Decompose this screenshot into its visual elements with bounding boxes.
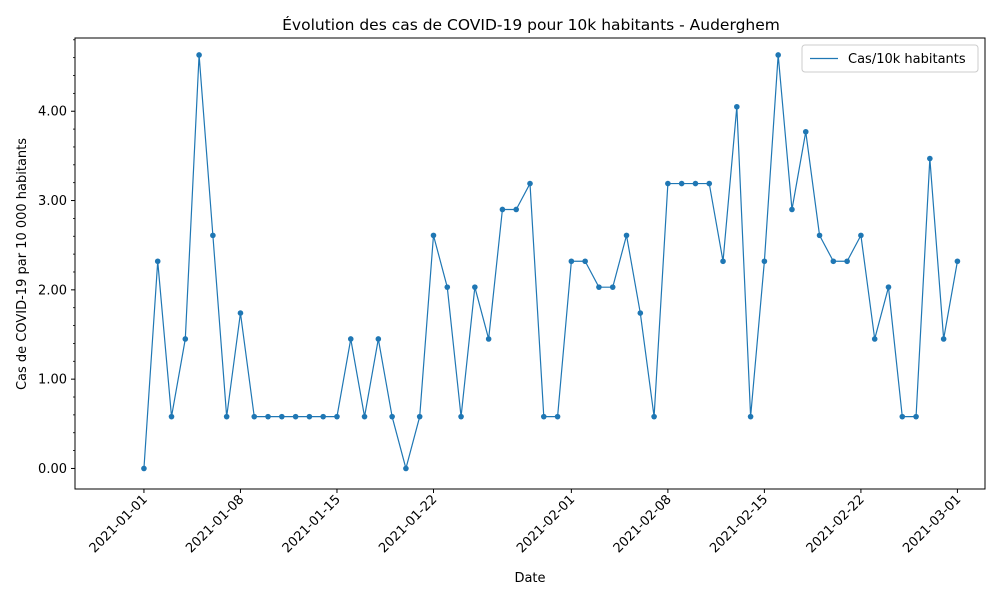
- data-point: [472, 284, 478, 290]
- data-point: [678, 180, 685, 187]
- data-point: [582, 258, 588, 265]
- data-point: [499, 206, 506, 213]
- y-tick-label: 2.00: [38, 283, 67, 298]
- data-point: [265, 413, 271, 420]
- plot-area: [74, 37, 986, 490]
- data-point: [251, 413, 258, 420]
- y-tick-label: 4.00: [38, 105, 67, 120]
- data-point: [223, 413, 230, 420]
- legend-box: [801, 44, 979, 73]
- data-point: [816, 232, 823, 239]
- data-point: [361, 413, 368, 420]
- data-point: [596, 284, 602, 290]
- data-point: [734, 103, 740, 110]
- data-point: [513, 206, 520, 213]
- x-axis-label: Date: [514, 571, 545, 586]
- data-point: [375, 336, 382, 342]
- data-point: [485, 336, 492, 342]
- data-point: [899, 413, 906, 420]
- plot-frame: [74, 37, 986, 490]
- data-point: [568, 258, 575, 265]
- data-point: [692, 180, 699, 187]
- data-point: [720, 258, 726, 265]
- data-point: [761, 258, 768, 265]
- legend-label: Cas/10k habitants: [848, 52, 966, 67]
- data-point: [416, 413, 423, 420]
- data-point: [885, 284, 892, 290]
- data-point: [210, 232, 216, 239]
- data-point: [168, 413, 175, 420]
- data-point: [154, 258, 161, 265]
- data-point: [444, 284, 451, 290]
- data-point: [747, 413, 754, 420]
- data-point: [389, 413, 395, 420]
- y-tick-label: 0.00: [38, 462, 67, 477]
- data-point: [347, 336, 354, 342]
- data-point: [141, 465, 147, 472]
- data-point: [306, 413, 313, 420]
- data-point: [403, 465, 409, 472]
- data-point: [844, 258, 850, 265]
- data-point: [927, 155, 933, 162]
- data-point: [913, 413, 919, 420]
- data-point: [527, 180, 533, 187]
- data-point: [540, 413, 547, 420]
- y-axis-label: Cas de COVID-19 par 10 000 habitants: [15, 138, 30, 390]
- data-point: [609, 284, 616, 290]
- data-point: [651, 413, 657, 420]
- data-point: [237, 310, 244, 316]
- data-point: [789, 206, 795, 213]
- data-point: [871, 336, 878, 342]
- y-tick-label: 1.00: [38, 373, 67, 388]
- data-point: [665, 180, 671, 187]
- data-point: [637, 310, 644, 316]
- data-point: [320, 413, 326, 420]
- data-point: [706, 180, 713, 187]
- data-point: [802, 128, 809, 135]
- legend: Cas/10k habitants: [801, 44, 979, 73]
- data-point: [554, 413, 561, 420]
- data-point: [182, 336, 189, 342]
- data-point: [623, 232, 630, 239]
- data-point: [430, 232, 437, 239]
- y-tick-label: 3.00: [38, 194, 67, 209]
- data-point: [858, 232, 864, 239]
- data-point: [334, 413, 340, 420]
- data-point: [458, 413, 464, 420]
- data-point: [954, 258, 961, 265]
- data-point: [279, 413, 285, 420]
- data-point: [292, 413, 299, 420]
- data-point: [196, 52, 202, 58]
- chart-title: Évolution des cas de COVID-19 pour 10k h…: [282, 15, 780, 34]
- y-axis-ticks: 0.00 1.00 2.00 3.00 4.00: [38, 39, 75, 477]
- data-point: [775, 52, 781, 58]
- data-point: [940, 336, 947, 342]
- data-point: [830, 258, 837, 265]
